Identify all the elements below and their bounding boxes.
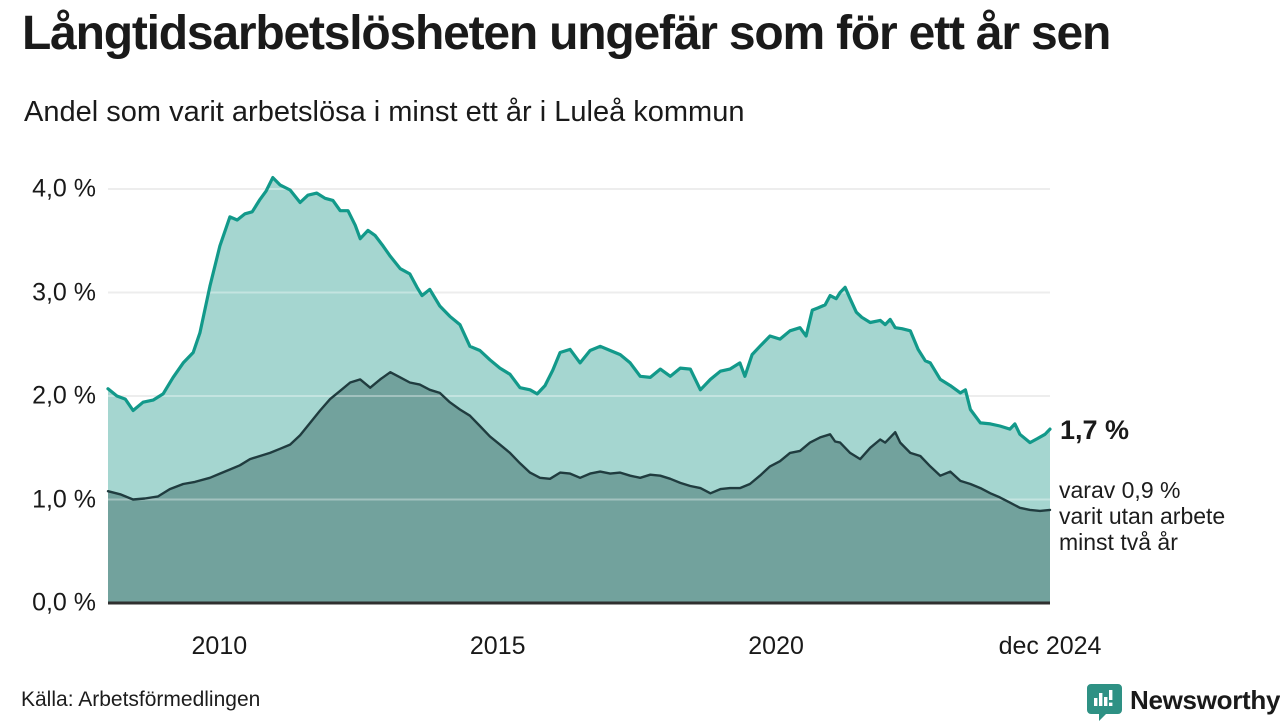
y-axis-tick-label: 3,0 % (32, 278, 96, 306)
annotation-text: varav 0,9 % varit utan arbete minst två … (1059, 477, 1280, 555)
y-axis-tick-label: 1,0 % (32, 485, 96, 513)
page-title: Långtidsarbetslösheten ungefär som för e… (22, 7, 1111, 60)
x-axis-tick-label: 2010 (191, 632, 248, 660)
y-axis-tick-label: 4,0 % (32, 174, 96, 203)
x-axis-tick-label: 2015 (469, 632, 526, 660)
x-axis-tick-label: dec 2024 (998, 632, 1102, 660)
annotation-line-3: minst två år (1059, 529, 1178, 555)
area-fill-minst-tva-ar (108, 372, 1050, 603)
source-credit: Källa: Arbetsförmedlingen (21, 688, 261, 711)
line-minst-tva-ar (106, 371, 1052, 513)
annotation-line-2: varit utan arbete (1059, 503, 1226, 529)
line-minst-ett-ar (106, 176, 1052, 445)
unemployment-area-chart (106, 176, 1052, 605)
y-axis-tick-label: 2,0 % (32, 381, 96, 410)
newsworthy-logo: Newsworthy (1086, 683, 1280, 721)
newsworthy-wordmark: Newsworthy (1130, 684, 1280, 715)
x-axis-tick-label: 2020 (748, 632, 804, 660)
end-value-label: 1,7 % (1060, 415, 1130, 445)
newsworthy-speech-bubble-bars-icon (1087, 684, 1122, 721)
y-axis-tick-label: 0,0 % (32, 588, 96, 617)
gridline-overlays (108, 188, 1050, 501)
annotation-line-1: varav 0,9 % (1059, 477, 1181, 503)
chart-subtitle: Andel som varit arbetslösa i minst ett å… (24, 96, 745, 128)
